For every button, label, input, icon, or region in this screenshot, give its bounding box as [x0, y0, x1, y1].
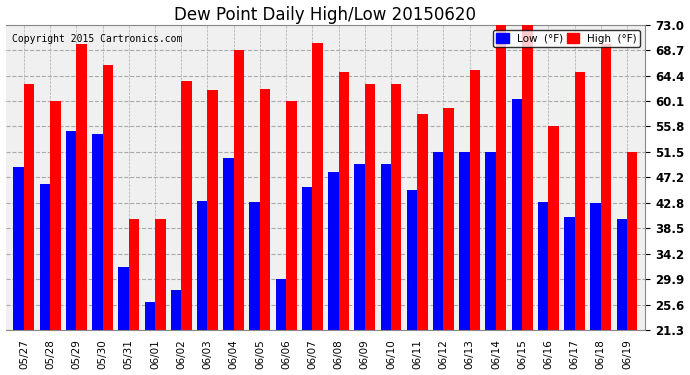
Bar — [538, 202, 549, 375]
Bar — [522, 23, 533, 375]
Bar — [380, 164, 391, 375]
Bar — [459, 152, 470, 375]
Bar — [129, 219, 139, 375]
Bar — [181, 81, 192, 375]
Bar — [313, 43, 323, 375]
Bar — [328, 172, 339, 375]
Bar — [601, 44, 611, 375]
Bar — [354, 164, 365, 375]
Bar — [339, 72, 349, 375]
Bar — [627, 152, 638, 375]
Bar — [118, 267, 129, 375]
Bar — [275, 279, 286, 375]
Bar — [260, 89, 270, 375]
Bar — [208, 90, 218, 375]
Bar — [444, 108, 454, 375]
Bar — [433, 152, 444, 375]
Legend: Low  (°F), High  (°F): Low (°F), High (°F) — [493, 30, 640, 47]
Bar — [249, 202, 260, 375]
Bar — [197, 201, 208, 375]
Bar — [406, 190, 417, 375]
Bar — [24, 84, 34, 375]
Bar — [92, 134, 103, 375]
Bar — [223, 158, 234, 375]
Bar — [575, 72, 585, 375]
Bar — [549, 126, 559, 375]
Bar — [496, 23, 506, 375]
Bar — [302, 187, 313, 375]
Bar — [103, 65, 113, 375]
Title: Dew Point Daily High/Low 20150620: Dew Point Daily High/Low 20150620 — [175, 6, 477, 24]
Bar — [590, 203, 601, 375]
Bar — [391, 84, 402, 375]
Bar — [39, 184, 50, 375]
Bar — [616, 219, 627, 375]
Bar — [66, 131, 77, 375]
Bar — [511, 99, 522, 375]
Bar — [485, 152, 496, 375]
Bar — [50, 101, 61, 375]
Bar — [470, 70, 480, 375]
Bar — [77, 44, 87, 375]
Bar — [144, 302, 155, 375]
Bar — [365, 84, 375, 375]
Bar — [286, 101, 297, 375]
Bar — [155, 219, 166, 375]
Bar — [234, 51, 244, 375]
Bar — [170, 290, 181, 375]
Bar — [564, 217, 575, 375]
Bar — [13, 166, 24, 375]
Bar — [417, 114, 428, 375]
Text: Copyright 2015 Cartronics.com: Copyright 2015 Cartronics.com — [12, 34, 182, 44]
